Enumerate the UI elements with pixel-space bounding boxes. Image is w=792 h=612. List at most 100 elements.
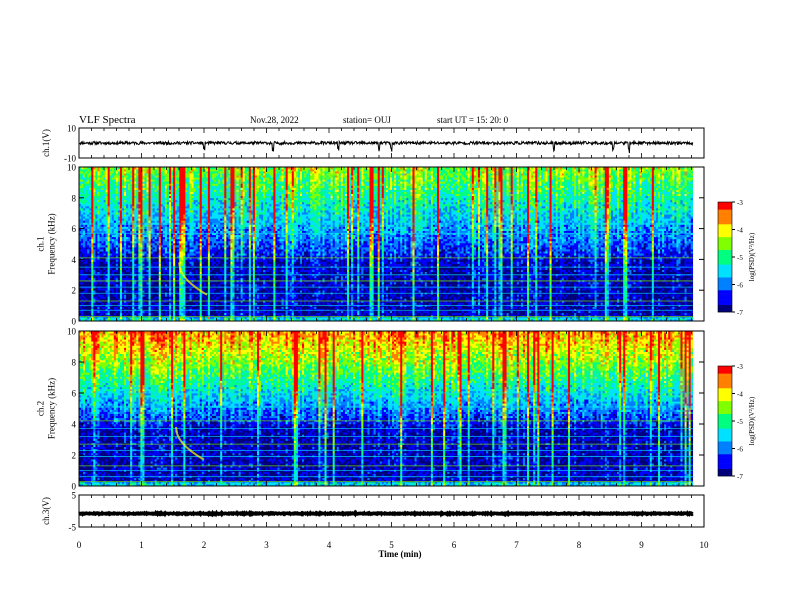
spectrogram-cell xyxy=(402,318,405,322)
spectrogram-cell xyxy=(576,310,579,314)
spectrogram-cell xyxy=(293,298,297,301)
spectrogram-cell xyxy=(211,298,215,301)
spectrogram-cell xyxy=(578,294,581,297)
spectrogram-cell xyxy=(134,306,137,309)
spectrogram-cell xyxy=(117,302,121,305)
spectrogram-cell xyxy=(338,296,342,299)
spectrogram-cell xyxy=(383,316,387,320)
spectrogram-cell xyxy=(490,296,493,299)
spectrogram-cell xyxy=(256,318,260,322)
spectrogram-cell xyxy=(267,298,270,301)
spectrogram-cell xyxy=(598,290,601,293)
spectrogram-cell xyxy=(392,296,395,299)
spectrogram-cell xyxy=(85,302,88,305)
spectrogram-cell xyxy=(533,296,536,299)
spectrogram-cell xyxy=(684,316,687,320)
spectrogram-cell xyxy=(398,318,401,322)
spectrogram-cell xyxy=(649,290,653,293)
spectrogram-cell xyxy=(185,310,188,314)
spectrogram-cell xyxy=(449,290,452,293)
spectrogram-cell xyxy=(306,316,309,320)
spectrogram-cell xyxy=(514,316,518,320)
spectrogram-cell xyxy=(195,294,198,297)
spectrogram-cell xyxy=(576,296,579,299)
spectrogram-cell xyxy=(124,300,127,303)
spectrogram-cell xyxy=(211,294,215,297)
spectrogram-cell xyxy=(197,300,201,303)
spectrogram-cell xyxy=(164,310,168,314)
spectrogram-cell xyxy=(612,290,616,293)
spectrogram-cell xyxy=(426,300,430,303)
spectrogram-cell xyxy=(250,300,254,303)
spectrogram-cell xyxy=(211,306,215,309)
spectrogram-cell xyxy=(304,302,307,305)
spectrogram-cell xyxy=(535,296,538,299)
spectrogram-cell xyxy=(387,312,391,316)
spectrogram-cell xyxy=(631,316,634,320)
spectrogram-cell xyxy=(457,306,460,309)
spectrogram-cell xyxy=(128,296,131,299)
spectrogram-cell xyxy=(596,290,599,293)
spectrogram-cell xyxy=(140,296,143,299)
spectrogram-cell xyxy=(347,298,350,301)
spectrogram-cell xyxy=(596,298,599,301)
spectrogram-cell xyxy=(400,298,403,301)
spectrogram-cell xyxy=(690,290,694,293)
spectrogram-cell xyxy=(344,300,348,303)
spectrogram-cell xyxy=(205,302,209,305)
spectrogram-cell xyxy=(674,298,677,301)
spectrogram-cell xyxy=(275,306,278,309)
spectrogram-cell xyxy=(500,300,503,303)
spectrogram-cell xyxy=(230,290,233,293)
spectrogram-cell xyxy=(367,298,370,301)
spectrogram-cell xyxy=(351,302,354,305)
spectrogram-cell xyxy=(289,296,293,299)
spectrogram-cell xyxy=(351,288,354,291)
spectrogram-cell xyxy=(420,318,423,322)
spectrogram-cell xyxy=(328,288,331,291)
spectrogram-cell xyxy=(254,296,258,299)
spectrogram-cell xyxy=(93,298,96,301)
spectrogram-cell xyxy=(686,312,689,316)
spectrogram-cell xyxy=(668,300,671,303)
spectrogram-cell xyxy=(600,288,604,291)
spectrogram-cell xyxy=(222,306,225,309)
spectrogram-cell xyxy=(541,316,544,320)
spectrogram-cell xyxy=(93,300,96,303)
spectrogram-cell xyxy=(226,290,229,293)
spectrogram-cell xyxy=(516,288,520,291)
spectrogram-cell xyxy=(387,302,391,305)
spectrogram-cell xyxy=(361,302,364,305)
spectrogram-cell xyxy=(557,306,561,309)
spectrogram-cell xyxy=(254,318,258,322)
spectrogram-cell xyxy=(357,316,360,320)
spectrogram-cell xyxy=(463,306,466,309)
spectrogram-cell xyxy=(115,298,119,301)
spectrogram-cell xyxy=(275,290,278,293)
spectrogram-cell xyxy=(191,316,194,320)
spectrogram-cell xyxy=(158,290,162,293)
spectrogram-cell xyxy=(209,302,213,305)
spectrogram-cell xyxy=(639,310,642,314)
spectrogram-cell xyxy=(637,310,640,314)
spectrogram-cell xyxy=(447,306,450,309)
spectrogram-cell xyxy=(152,288,155,291)
spectrogram-cell xyxy=(598,306,601,309)
spectrogram-cell xyxy=(205,300,209,303)
spectrogram-cell xyxy=(318,302,321,305)
spectrogram-cell xyxy=(469,306,473,309)
spectrogram-cell xyxy=(506,306,509,309)
spectrogram-cell xyxy=(545,312,548,316)
spectrogram-cell xyxy=(371,312,374,316)
spectrogram-cell xyxy=(81,312,84,316)
spectrogram-cell xyxy=(361,310,364,314)
spectrogram-cell xyxy=(524,288,528,291)
spectrogram-cell xyxy=(83,300,86,303)
spectrogram-cell xyxy=(191,298,194,301)
spectrogram-cell xyxy=(647,296,651,299)
spectrogram-cell xyxy=(283,296,286,299)
spectrogram-cell xyxy=(690,294,694,297)
spectrogram-cell xyxy=(506,318,509,322)
spectrogram-cell xyxy=(238,288,241,291)
spectrogram-cell xyxy=(287,310,291,314)
